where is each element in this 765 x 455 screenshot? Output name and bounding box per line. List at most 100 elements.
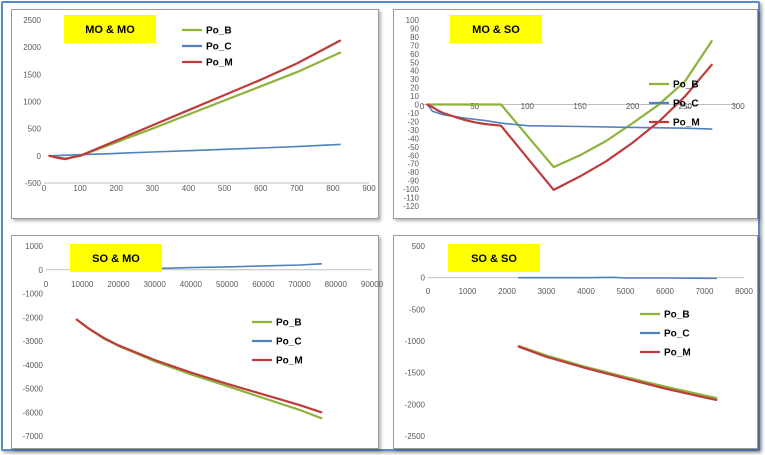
y-tick-label: 0 (415, 101, 420, 110)
y-tick-label: -500 (409, 305, 426, 314)
y-tick-label: 40 (410, 67, 419, 76)
chart-mo-so-svg: -120-110-100-90-80-70-60-50-40-30-20-100… (403, 15, 745, 211)
x-tick-label: 60000 (252, 280, 275, 289)
legend-label-po-b: Po_B (673, 80, 699, 91)
x-tick-label: 70000 (288, 280, 311, 289)
x-tick-label: 500 (218, 184, 232, 193)
x-tick-label: 2000 (498, 287, 516, 296)
series-line-po-m (75, 318, 323, 414)
x-tick-label: 100 (73, 184, 87, 193)
x-tick-label: 250 (679, 102, 693, 111)
x-tick-label: 3000 (538, 287, 556, 296)
x-tick-label: 80000 (325, 280, 348, 289)
legend-label-po-c: Po_C (664, 329, 690, 340)
y-tick-label: 20 (410, 84, 419, 93)
legend-label-po-b: Po_B (664, 310, 690, 321)
chart-mo-so: -120 -110 -100 -90 -80 -70 -60 -50 -40 -30 -20 -10 0… (393, 9, 758, 219)
y-tick-label: -30 (407, 126, 419, 135)
series-line-po-b (48, 51, 342, 160)
x-tick-label: 800 (326, 184, 340, 193)
x-tick-label: 0 (44, 280, 49, 289)
series-line-po-b (426, 40, 713, 169)
chart-title-box (64, 15, 156, 43)
series-line-po-b (75, 318, 323, 420)
chart-title: SO & MO (92, 253, 140, 265)
y-tick-label: -6000 (23, 408, 44, 417)
x-tick-label: 7000 (696, 287, 714, 296)
y-tick-label: 500 (28, 125, 42, 134)
y-tick-label: 0 (39, 266, 44, 275)
y-tick-label: -2000 (23, 313, 44, 322)
x-tick-label: 40000 (180, 280, 203, 289)
y-tick-label: 80 (410, 33, 419, 42)
y-tick-label: -500 (25, 179, 42, 188)
y-tick-label: 10 (410, 92, 419, 101)
x-tick-label: 10000 (71, 280, 94, 289)
series-line-po-m (517, 345, 718, 401)
x-tick-label: 50000 (216, 280, 239, 289)
legend-label-po-m: Po_M (276, 356, 303, 367)
y-tick-label: -10 (407, 109, 419, 118)
series-line-po-c (48, 143, 341, 157)
x-tick-label: 0 (426, 287, 431, 296)
chart-so-mo: -7000 -6000 -5000 -4000 -3000 -2000 -1000 0 1000… (11, 235, 384, 449)
y-tick-label: -40 (407, 134, 419, 143)
chart-title-box (70, 244, 162, 272)
series-line-po-c (518, 276, 718, 280)
legend-label-po-c: Po_C (276, 337, 302, 348)
legend-label-po-m: Po_M (664, 348, 691, 359)
x-tick-label: 4000 (577, 287, 595, 296)
chart-so-so: -2500 -2000 -1500 -1000 -500 0 500 0 1000 2000 300… (393, 235, 758, 449)
y-tick-label: -3000 (23, 337, 44, 346)
y-tick-label: -120 (403, 202, 420, 211)
x-tick-label: 900 (362, 184, 376, 193)
y-tick-label: -60 (407, 151, 419, 160)
y-tick-label: -100 (403, 185, 420, 194)
x-tick-label: 300 (731, 102, 745, 111)
chart-title: MO & MO (85, 24, 135, 36)
y-tick-label: 2000 (23, 43, 41, 52)
y-tick-label: 50 (410, 58, 419, 67)
y-tick-label: 1500 (23, 70, 41, 79)
y-tick-label: -2500 (405, 432, 426, 441)
y-tick-label: -70 (407, 160, 419, 169)
series-line-po-m (48, 39, 342, 161)
x-tick-label: 300 (146, 184, 160, 193)
x-tick-label: 400 (182, 184, 196, 193)
y-tick-label: 2500 (23, 16, 41, 25)
x-tick-label: 150 (573, 102, 587, 111)
x-tick-label: 1000 (459, 287, 477, 296)
x-tick-label: 700 (290, 184, 304, 193)
x-tick-label: 30000 (144, 280, 167, 289)
chart-title-box (450, 15, 542, 43)
legend-label-po-b: Po_B (276, 318, 302, 329)
series-line-po-m (426, 63, 713, 191)
y-tick-label: -5000 (23, 385, 44, 394)
x-tick-label: 8000 (735, 287, 753, 296)
chart-title: SO & SO (471, 253, 517, 265)
y-tick-label: -1000 (405, 337, 426, 346)
y-tick-label: 0 (37, 152, 42, 161)
y-tick-label: 100 (406, 16, 420, 25)
y-tick-label: 60 (410, 50, 419, 59)
legend-label-po-c: Po_C (673, 99, 699, 110)
y-tick-label: -80 (407, 168, 419, 177)
legend-label-po-b: Po_B (206, 26, 232, 37)
chart-so-mo-svg: -7000-6000-5000-4000-3000-2000-100001000… (23, 242, 384, 441)
legend-label-po-c: Po_C (206, 42, 232, 53)
y-tick-label: -4000 (23, 361, 44, 370)
y-tick-label: -20 (407, 117, 419, 126)
x-tick-label: 200 (110, 184, 124, 193)
y-tick-label: 500 (412, 242, 426, 251)
y-tick-label: -2000 (405, 400, 426, 409)
y-tick-label: 1000 (25, 242, 43, 251)
y-tick-label: -1000 (23, 290, 44, 299)
y-tick-label: 90 (410, 24, 419, 33)
x-tick-label: 100 (521, 102, 535, 111)
x-tick-label: 600 (254, 184, 268, 193)
legend-label-po-m: Po_M (673, 118, 700, 129)
chart-title: MO & SO (472, 24, 520, 36)
